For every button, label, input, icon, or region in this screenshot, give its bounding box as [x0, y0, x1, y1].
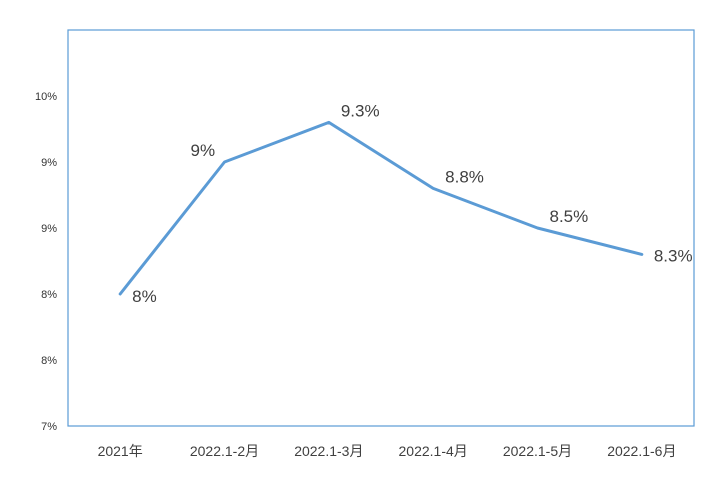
y-tick-label: 7%	[41, 421, 57, 433]
x-tick-label: 2022.1-5月	[503, 443, 572, 459]
y-axis-ticks: 7% 8% 8% 9% 9% 10%	[35, 91, 57, 433]
data-label: 9%	[191, 141, 216, 160]
x-tick-label: 2022.1-2月	[190, 443, 259, 459]
x-axis-ticks: 2021年 2022.1-2月 2022.1-3月 2022.1-4月 2022.1-5…	[98, 443, 677, 459]
data-label: 8.3%	[654, 246, 693, 265]
y-tick-label: 9%	[41, 223, 57, 235]
y-tick-label: 9%	[41, 157, 57, 169]
plot-area-border	[67, 29, 695, 427]
y-tick-label: 8%	[41, 355, 57, 367]
data-label: 9.3%	[341, 101, 380, 120]
y-tick-label: 8%	[41, 289, 57, 301]
data-labels: 8% 9% 9.3% 8.8% 8.5% 8.3%	[132, 101, 692, 306]
x-tick-label: 2021年	[98, 443, 143, 459]
x-tick-label: 2022.1-3月	[294, 443, 363, 459]
data-label: 8%	[132, 287, 157, 306]
data-label: 8.8%	[445, 167, 484, 186]
y-tick-label: 10%	[35, 91, 57, 103]
x-tick-label: 2022.1-4月	[399, 443, 468, 459]
data-label: 8.5%	[550, 207, 589, 226]
series-line	[118, 120, 644, 296]
x-tick-label: 2022.1-6月	[607, 443, 676, 459]
